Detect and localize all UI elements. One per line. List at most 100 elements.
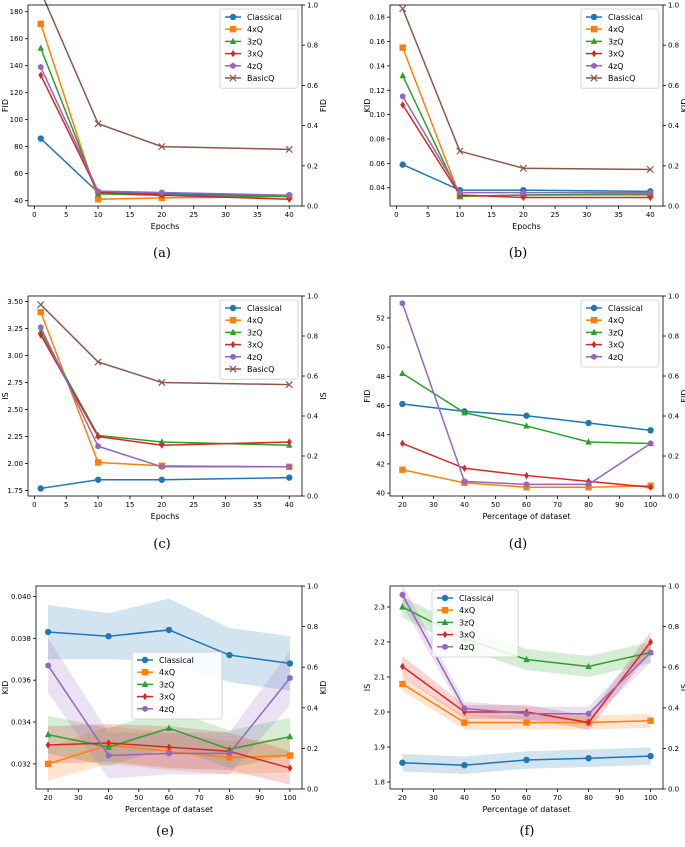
x-axis-label: Epochs — [151, 512, 180, 521]
x-tick-label: 40 — [460, 794, 469, 802]
y-tick-label: 2.25 — [7, 433, 23, 441]
legend: Classical 4xQ 3zQ 3xQ 4zQ BasicQ — [219, 8, 299, 89]
legend-box — [580, 299, 660, 368]
y2-tick-label: 0.2 — [668, 453, 679, 461]
legend-label-BasicQ: BasicQ — [247, 365, 274, 374]
y-tick-label: 50 — [376, 344, 385, 352]
y-tick-label: 2.0 — [374, 709, 385, 717]
y2-tick-label: 0.2 — [668, 162, 679, 170]
y2-tick-label: 0.6 — [307, 664, 319, 672]
legend-marker-Classical — [229, 304, 237, 312]
data-point-4zQ — [95, 443, 101, 450]
legend-marker-3xQ — [591, 49, 597, 58]
legend-marker-4zQ — [591, 62, 597, 69]
y2-tick-label: 0.8 — [307, 623, 318, 631]
y-axis-label: IS — [1, 392, 10, 399]
data-point-4zQ — [647, 649, 654, 656]
y-tick-label: 1.9 — [374, 744, 385, 752]
y-axis-label: KID — [363, 99, 372, 113]
x-tick-label: 20 — [44, 794, 53, 802]
data-point-Classical — [37, 485, 44, 492]
data-point-4zQ — [457, 189, 463, 196]
y2-tick-label: 1.0 — [668, 583, 679, 591]
data-point-3zQ — [585, 438, 592, 445]
data-point-Classical — [226, 651, 233, 659]
y-tick-label: 100 — [10, 116, 23, 124]
x-tick-label: 30 — [429, 501, 438, 509]
series-line-3zQ — [402, 75, 651, 198]
data-point-3xQ — [95, 432, 101, 441]
y2-axis-label: IS — [680, 684, 685, 691]
legend-label-Classical: Classical — [608, 304, 643, 313]
y-axis-label: KID — [1, 681, 10, 695]
data-point-4xQ — [94, 459, 102, 466]
data-point-3zQ — [165, 724, 173, 731]
data-point-4xQ — [399, 44, 406, 51]
y2-tick-label: 0.8 — [307, 42, 318, 50]
data-point-3zQ — [37, 327, 44, 335]
x-axis-label: Percentage of dataset — [482, 805, 570, 814]
data-point-4xQ — [37, 309, 44, 316]
data-point-4zQ — [95, 187, 101, 195]
series-line-4zQ — [402, 95, 651, 194]
x-tick-label: 35 — [253, 501, 262, 509]
y2-tick-label: 0.8 — [668, 42, 679, 50]
data-point-3xQ — [648, 483, 653, 491]
legend-marker-Classical — [229, 13, 237, 21]
data-point-3xQ — [586, 718, 591, 727]
data-point-3xQ — [106, 739, 111, 747]
y-tick-label: 2.00 — [7, 460, 23, 468]
y-tick-label: 0.06 — [369, 160, 385, 168]
x-tick-label: 50 — [134, 794, 143, 802]
y-tick-label: 2.3 — [374, 604, 385, 612]
x-tick-label: 50 — [491, 501, 500, 509]
x-tick-label: 90 — [255, 794, 264, 802]
legend-label-4xQ: 4xQ — [247, 25, 263, 34]
legend-label-3zQ: 3zQ — [608, 328, 624, 337]
legend-marker-3zQ — [229, 37, 237, 44]
panel-caption: (e) — [156, 824, 174, 839]
y-tick-label: 3.50 — [7, 298, 23, 306]
data-point-BasicQ — [94, 358, 102, 366]
y-tick-label: 0.04 — [369, 184, 385, 192]
data-point-3zQ — [37, 44, 44, 51]
legend: Classical 4xQ 3zQ 3xQ 4zQ BasicQ — [580, 8, 660, 89]
legend-marker-4xQ — [229, 317, 237, 324]
y2-tick-label: 0.8 — [668, 333, 679, 341]
data-point-4zQ — [399, 591, 406, 598]
data-point-Classical — [44, 628, 52, 636]
y-tick-label: 0.18 — [369, 14, 385, 22]
data-point-4zQ — [159, 189, 165, 196]
x-tick-label: 25 — [551, 211, 560, 219]
legend-label-3zQ: 3zQ — [159, 680, 175, 689]
data-point-3xQ — [166, 743, 172, 751]
x-tick-label: 10 — [94, 501, 103, 509]
chart-panel-a: 0 5 10 15 20 25 30 35 40 40 60 80 100 120 140 160 180 0.0… — [1, 0, 328, 261]
series-line-4zQ — [40, 66, 290, 196]
data-point-BasicQ — [37, 301, 45, 309]
x-tick-label: 5 — [426, 211, 430, 219]
x-tick-label: 100 — [283, 794, 296, 802]
x-tick-label: 10 — [94, 211, 103, 219]
legend-label-BasicQ: BasicQ — [608, 74, 635, 83]
data-point-4xQ — [399, 466, 406, 473]
legend-label-Classical: Classical — [247, 13, 282, 22]
data-point-Classical — [105, 633, 112, 640]
data-point-4xQ — [44, 760, 52, 768]
legend-label-3zQ: 3zQ — [247, 37, 263, 46]
y2-tick-label: 0.8 — [668, 623, 679, 631]
data-point-4zQ — [37, 63, 44, 71]
y-tick-label: 140 — [10, 62, 23, 70]
x-tick-label: 80 — [225, 794, 234, 802]
legend-label-4zQ: 4zQ — [247, 353, 263, 362]
data-point-Classical — [523, 756, 530, 764]
legend-marker-BasicQ — [229, 74, 237, 82]
x-tick-label: 100 — [644, 501, 657, 509]
y-tick-label: 60 — [14, 170, 23, 178]
legend-label-4xQ: 4xQ — [459, 606, 475, 615]
data-point-3zQ — [286, 732, 294, 740]
panel-caption: (b) — [509, 246, 527, 261]
legend-marker-3zQ — [590, 37, 598, 44]
x-tick-label: 0 — [32, 211, 36, 219]
data-point-3xQ — [400, 662, 405, 671]
